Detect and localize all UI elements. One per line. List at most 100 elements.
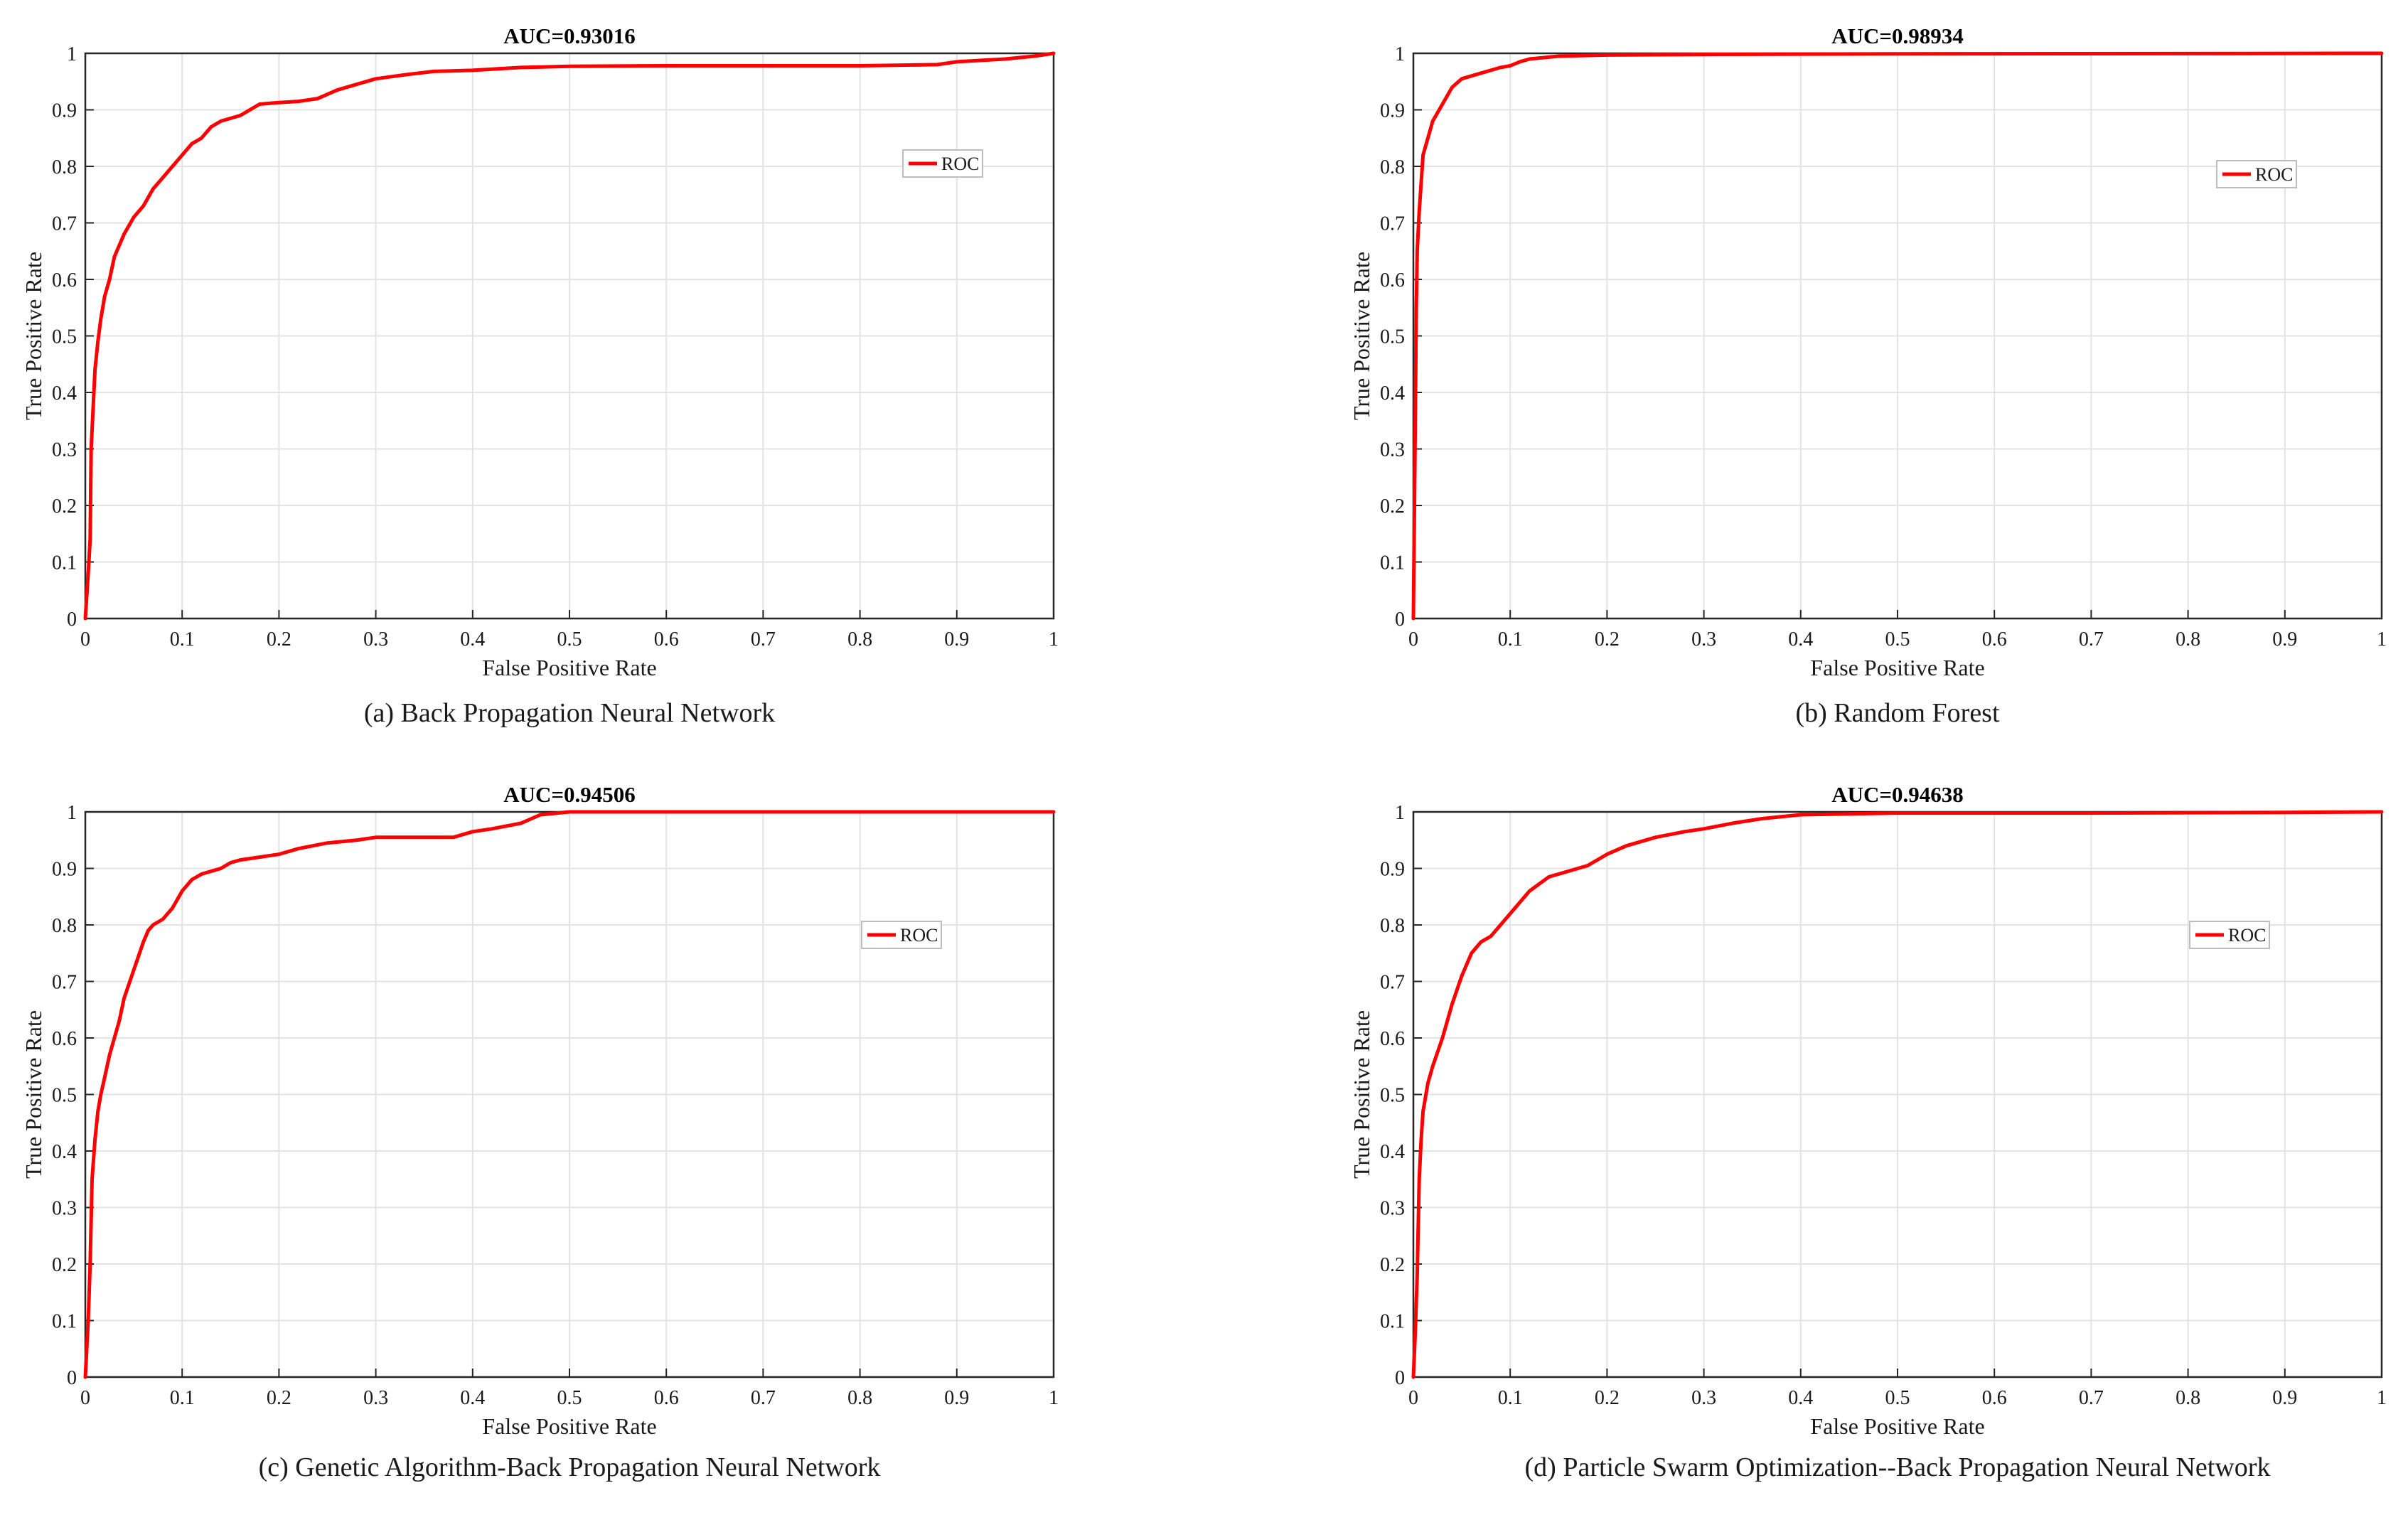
y-tick-label: 0 [67,609,77,631]
y-tick-label: 0.8 [1380,915,1405,937]
x-tick-label: 0 [1408,628,1418,651]
y-tick-label: 0.1 [52,1311,77,1333]
y-tick-label: 0.9 [52,859,77,881]
y-tick-label: 0.8 [52,156,77,178]
x-tick-label: 0 [1408,1387,1418,1409]
y-tick-label: 0.1 [1380,552,1405,574]
roc-panel: 0 0.1 0.2 0.3 0.4 0.5 0.6 0.7 0.8 0.9 1 0 0.1 0.2 0.3 0… [21,23,1059,728]
x-tick-label: 0.2 [267,628,291,651]
legend-label: ROC [941,154,979,174]
y-tick-label: 1 [1395,43,1405,65]
x-tick-label: 0.4 [460,628,485,651]
y-tick-label: 0.3 [1380,439,1405,461]
roc-curve [1411,810,2384,1379]
y-tick-label: 0.2 [52,1254,77,1276]
panel-caption: (b) Random Forest [1795,698,2000,728]
x-tick-label: 0.3 [1691,628,1716,651]
x-tick-label: 0.4 [1788,1387,1813,1409]
x-tick-label: 0.9 [2272,628,2297,651]
y-tick-label: 0.3 [1380,1198,1405,1220]
y-tick-label: 0.5 [1380,326,1405,348]
x-tick-label: 0.9 [2272,1387,2297,1409]
y-tick-label: 0.2 [1380,496,1405,518]
y-tick-label: 0.4 [1380,1141,1405,1163]
y-tick-label: 0.3 [52,1198,77,1220]
x-tick-label: 0.5 [557,1387,582,1409]
x-tick-label: 0.3 [363,628,388,651]
chart-title: AUC=0.93016 [503,23,636,48]
y-tick-label: 0.9 [52,100,77,122]
y-tick-label: 0.6 [52,1028,77,1050]
legend: ROC [861,921,942,949]
chart-title: AUC=0.94506 [503,782,636,807]
legend-label: ROC [900,925,938,946]
y-tick-label: 0.5 [52,326,77,348]
y-tick-label: 0.7 [1380,972,1405,994]
y-tick-label: 0.9 [1380,859,1405,881]
y-tick-label: 0 [1395,609,1405,631]
x-tick-label: 0.1 [1498,1387,1523,1409]
x-tick-label: 0.8 [847,628,872,651]
x-tick-label: 1 [2377,628,2387,651]
x-axis-label: False Positive Rate [1810,1413,1984,1439]
y-tick-label: 0 [67,1367,77,1389]
roc-curve [1411,51,2384,621]
x-tick-label: 1 [1049,628,1059,651]
x-tick-label: 0.2 [267,1387,291,1409]
y-tick-label: 0.7 [52,213,77,235]
y-tick-label: 0.6 [1380,1028,1405,1050]
x-tick-label: 1 [1049,1387,1059,1409]
panel-caption: (c) Genetic Algorithm-Back Propagation N… [259,1452,881,1482]
roc-curve [83,810,1056,1379]
x-tick-label: 0.4 [460,1387,485,1409]
x-tick-label: 0.1 [170,628,195,651]
roc-curve [83,51,1056,621]
roc-panel: 0 0.1 0.2 0.3 0.4 0.5 0.6 0.7 0.8 0.9 1 0 0.1 0.2 0.3 0… [1349,782,2387,1482]
y-tick-label: 0.9 [1380,100,1405,122]
y-tick-label: 0.2 [1380,1254,1405,1276]
legend: ROC [2189,921,2270,949]
y-tick-label: 0.8 [1380,156,1405,178]
x-axis-label: False Positive Rate [482,1413,656,1439]
x-tick-label: 0 [80,628,90,651]
x-tick-label: 0.1 [170,1387,195,1409]
y-tick-label: 0.4 [52,382,77,405]
y-tick-label: 0.3 [52,439,77,461]
x-tick-label: 0.1 [1498,628,1523,651]
legend: ROC [902,149,983,178]
legend: ROC [2216,160,2297,188]
x-tick-label: 0.6 [654,1387,679,1409]
x-tick-label: 0.3 [1691,1387,1716,1409]
chart-title: AUC=0.94638 [1831,782,1964,807]
roc-panel: 0 0.1 0.2 0.3 0.4 0.5 0.6 0.7 0.8 0.9 1 0 0.1 0.2 0.3 0… [21,782,1059,1482]
x-tick-label: 0.9 [944,1387,969,1409]
y-tick-label: 0.1 [52,552,77,574]
x-tick-label: 0.4 [1788,628,1813,651]
x-tick-label: 0.5 [1885,628,1910,651]
roc-panel: 0 0.1 0.2 0.3 0.4 0.5 0.6 0.7 0.8 0.9 1 0 0.1 0.2 0.3 0… [1349,23,2387,728]
x-tick-label: 0.9 [944,628,969,651]
y-tick-label: 0.7 [52,972,77,994]
y-tick-label: 0.8 [52,915,77,937]
panel-caption: (d) Particle Swarm Optimization--Back Pr… [1525,1452,2271,1482]
y-tick-label: 0 [1395,1367,1405,1389]
x-tick-label: 0.7 [2079,1387,2104,1409]
y-tick-label: 0.2 [52,496,77,518]
x-tick-label: 0.8 [847,1387,872,1409]
y-tick-label: 0.6 [52,269,77,291]
y-tick-label: 0.4 [52,1141,77,1163]
y-axis-label: True Positive Rate [1349,1010,1374,1179]
y-tick-label: 0.1 [1380,1311,1405,1333]
x-tick-label: 0.7 [751,1387,776,1409]
x-tick-label: 0 [80,1387,90,1409]
x-tick-label: 0.3 [363,1387,388,1409]
y-tick-label: 0.6 [1380,269,1405,291]
x-tick-label: 0.5 [1885,1387,1910,1409]
x-tick-label: 0.2 [1595,628,1620,651]
x-axis-label: False Positive Rate [1810,655,1984,680]
y-axis-label: True Positive Rate [1349,252,1374,420]
x-tick-label: 0.5 [557,628,582,651]
x-tick-label: 0.8 [2176,628,2200,651]
